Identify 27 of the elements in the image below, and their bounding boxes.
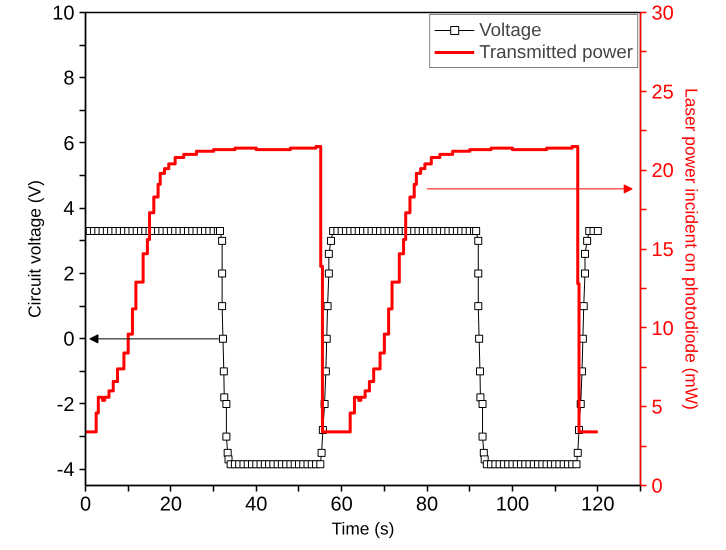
- y-tick-label: -2: [56, 394, 75, 416]
- x-tick-label: 60: [330, 494, 353, 516]
- x-tick-label: 100: [496, 494, 530, 516]
- x-tick-label: 0: [80, 494, 92, 516]
- y-axis-title: Circuit voltage (V): [24, 180, 44, 318]
- x-axis-title: Time (s): [332, 518, 394, 538]
- y2-tick-label: 0: [652, 476, 663, 498]
- y-tick-label: 8: [63, 68, 74, 90]
- y2-tick-label: 10: [652, 318, 674, 340]
- y-tick-label: 2: [63, 263, 74, 286]
- x-tick-label: 40: [245, 494, 268, 516]
- y-tick-label: 4: [63, 198, 74, 220]
- legend-label: Voltage: [479, 19, 542, 41]
- y-tick-label: 0: [63, 328, 74, 351]
- y-tick-label: 6: [63, 132, 74, 155]
- y2-tick-label: 25: [652, 81, 674, 104]
- y2-tick-label: 30: [652, 2, 674, 24]
- y2-tick-label: 20: [652, 160, 674, 182]
- y2-tick-label: 15: [652, 239, 674, 261]
- x-tick-label: 80: [416, 494, 438, 516]
- y-tick-label: 10: [52, 2, 75, 24]
- y-tick-label: -4: [56, 459, 75, 482]
- y2-axis-title: Laser power incident on photodiode (mW): [682, 88, 702, 410]
- x-tick-label: 20: [160, 494, 182, 516]
- y2-tick-label: 5: [652, 396, 663, 419]
- legend-label: Transmitted power: [479, 41, 633, 63]
- x-tick-label: 120: [581, 494, 614, 516]
